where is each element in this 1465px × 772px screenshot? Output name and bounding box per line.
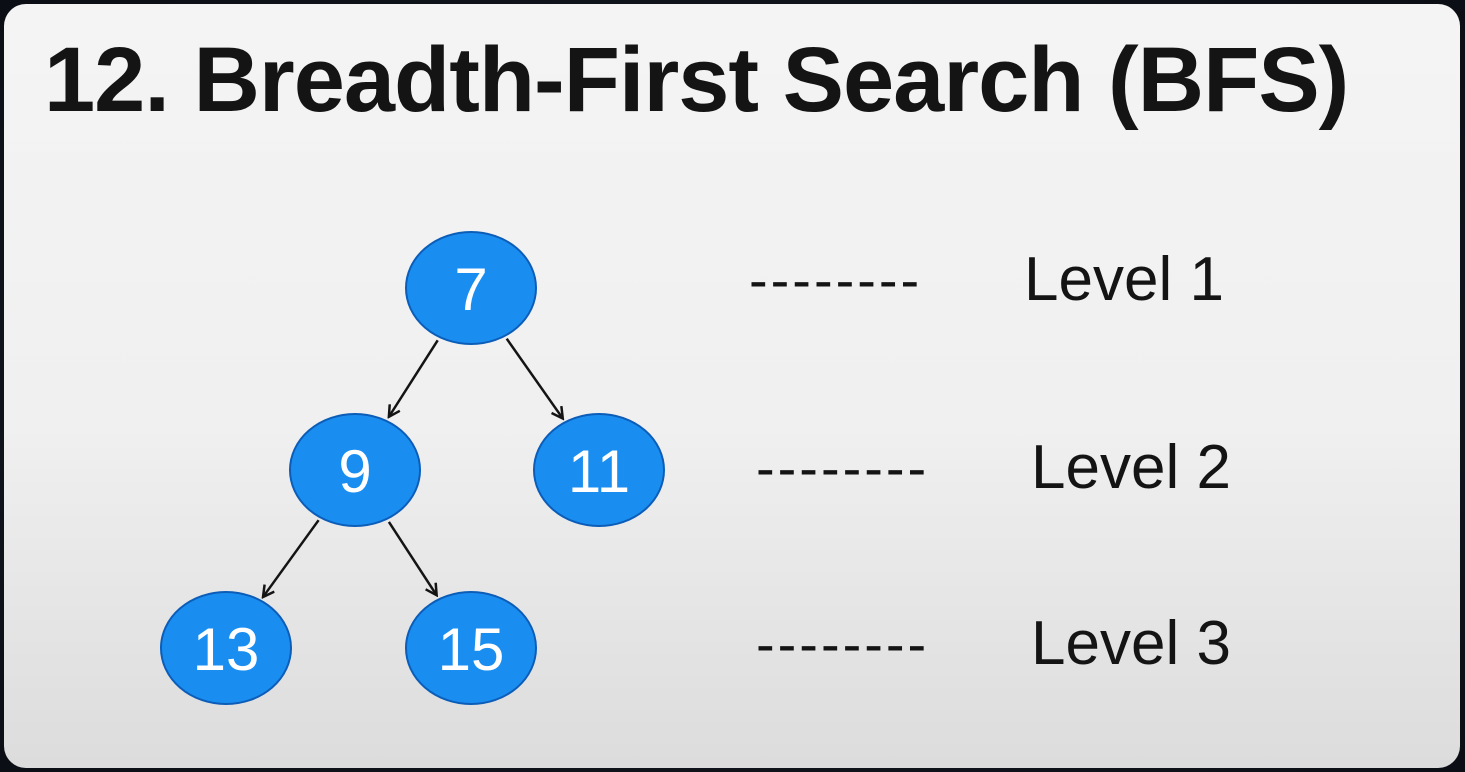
- node-circle: [160, 591, 292, 705]
- level-row-1: -------- Level 1: [749, 244, 1224, 315]
- level-label: Level 2: [1031, 433, 1231, 502]
- node-label: 7: [454, 256, 487, 323]
- edge-arrow-n9-n13: [264, 519, 320, 596]
- level-label: Level 3: [1031, 609, 1231, 678]
- level-dashes: --------: [756, 436, 930, 499]
- node-label: 15: [438, 616, 505, 683]
- tree-node-7: 7: [405, 231, 537, 345]
- bfs-tree-diagram: 7 9 11 13 15: [160, 231, 665, 705]
- level-dashes: --------: [756, 612, 930, 675]
- level-row-2: -------- Level 2: [756, 432, 1231, 503]
- slide-title: 12. Breadth-First Search (BFS): [44, 29, 1349, 131]
- tree-node-9: 9: [289, 413, 421, 527]
- node-circle: [289, 413, 421, 527]
- tree-node-15: 15: [405, 591, 537, 705]
- level-row-3: -------- Level 3: [756, 608, 1231, 679]
- tree-node-13: 13: [160, 591, 292, 705]
- tree-edges: [264, 337, 563, 597]
- node-label: 11: [568, 438, 630, 505]
- edge-arrow-n9-n15: [387, 521, 436, 595]
- node-circle: [533, 413, 665, 527]
- slide: 12. Breadth-First Search (BFS) 7 9 11 13 15 …: [4, 4, 1460, 768]
- tree-node-11: 11: [533, 413, 665, 527]
- level-label: Level 1: [1024, 245, 1224, 314]
- node-circle: [405, 231, 537, 345]
- node-circle: [405, 591, 537, 705]
- edge-arrow-n7-n11: [505, 337, 563, 418]
- edge-arrow-n7-n9: [389, 339, 439, 416]
- node-label: 9: [338, 438, 371, 505]
- tree-nodes: 7 9 11 13 15: [160, 231, 665, 705]
- node-label: 13: [193, 616, 260, 683]
- level-dashes: --------: [749, 248, 923, 311]
